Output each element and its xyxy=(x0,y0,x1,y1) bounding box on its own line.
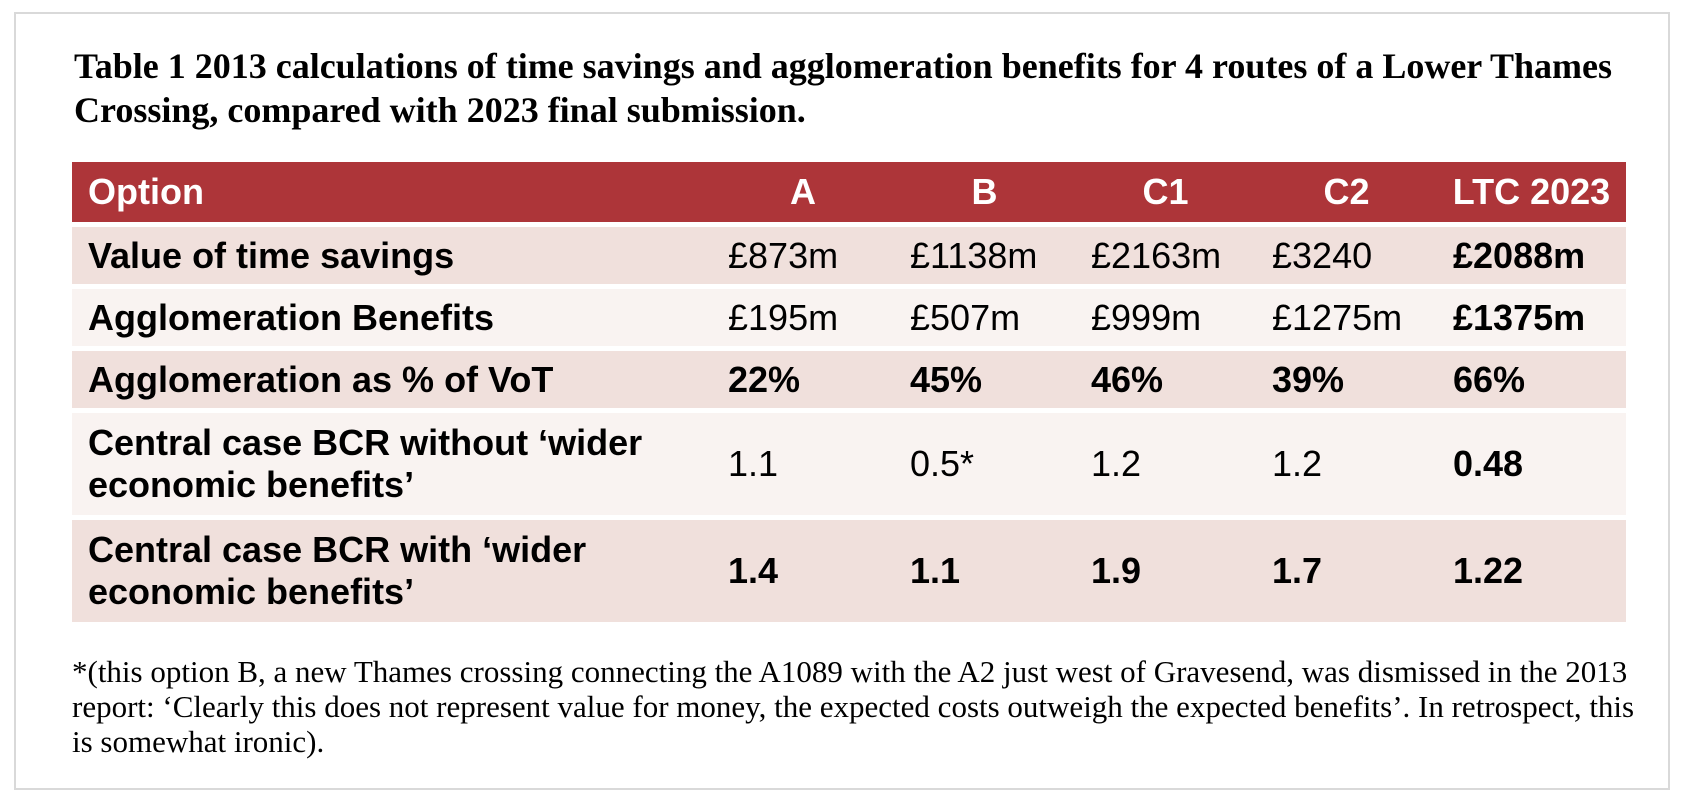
table-row: Value of time savings £873m £1138m £2163… xyxy=(72,227,1626,284)
table-row: Agglomeration Benefits £195m £507m £999m… xyxy=(72,289,1626,346)
cell-value: £2088m xyxy=(1437,227,1626,284)
cell-value: £1138m xyxy=(894,227,1075,284)
header-row: Option A B C1 C2 LTC 2023 xyxy=(72,162,1626,222)
cell-value: £999m xyxy=(1075,289,1256,346)
cell-value: £873m xyxy=(712,227,894,284)
cell-value: £2163m xyxy=(1075,227,1256,284)
cell-value: 1.7 xyxy=(1256,520,1437,622)
row-label: Agglomeration as % of VoT xyxy=(72,351,712,408)
cell-value: 22% xyxy=(712,351,894,408)
cell-value: £195m xyxy=(712,289,894,346)
cell-value: 0.5* xyxy=(894,413,1075,515)
cell-value: 1.1 xyxy=(712,413,894,515)
cell-value: 1.1 xyxy=(894,520,1075,622)
row-label: Central case BCR without ‘wider economic… xyxy=(72,413,712,515)
cell-value: 1.2 xyxy=(1075,413,1256,515)
cell-value: 1.2 xyxy=(1256,413,1437,515)
cell-value: £1375m xyxy=(1437,289,1626,346)
header-option: Option xyxy=(72,162,712,222)
row-label: Agglomeration Benefits xyxy=(72,289,712,346)
header-c2: C2 xyxy=(1256,162,1437,222)
cell-value: £507m xyxy=(894,289,1075,346)
cell-value: 1.4 xyxy=(712,520,894,622)
cell-value: £1275m xyxy=(1256,289,1437,346)
header-c1: C1 xyxy=(1075,162,1256,222)
cell-value: 66% xyxy=(1437,351,1626,408)
header-a: A xyxy=(712,162,894,222)
table-caption: Table 1 2013 calculations of time saving… xyxy=(74,46,1612,130)
cell-value: 45% xyxy=(894,351,1075,408)
table-row: Central case BCR with ‘wider economic be… xyxy=(72,520,1626,622)
cell-value: 46% xyxy=(1075,351,1256,408)
cell-value: £3240 xyxy=(1256,227,1437,284)
data-table: Option A B C1 C2 LTC 2023 Value of time … xyxy=(72,157,1626,627)
cell-value: 1.22 xyxy=(1437,520,1626,622)
table-row: Central case BCR without ‘wider economic… xyxy=(72,413,1626,515)
cell-value: 1.9 xyxy=(1075,520,1256,622)
header-b: B xyxy=(894,162,1075,222)
row-label: Value of time savings xyxy=(72,227,712,284)
row-label: Central case BCR with ‘wider economic be… xyxy=(72,520,712,622)
table-row: Agglomeration as % of VoT 22% 45% 46% 39… xyxy=(72,351,1626,408)
header-ltc-2023: LTC 2023 xyxy=(1437,162,1626,222)
cell-value: 0.48 xyxy=(1437,413,1626,515)
cell-value: 39% xyxy=(1256,351,1437,408)
footnote: *(this option B, a new Thames crossing c… xyxy=(72,654,1635,759)
